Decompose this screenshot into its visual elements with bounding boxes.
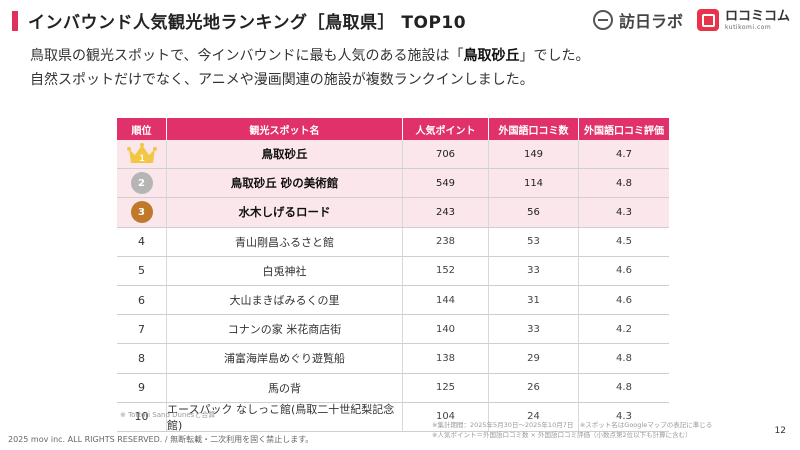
- review-count-cell: 29: [489, 344, 579, 373]
- footnote-right: ※集計期間：2025年5月30日〜2025年10月7日 ※スポット名はGoogl…: [432, 421, 713, 439]
- rank-number: 4: [138, 235, 145, 249]
- table-row: 8 浦富海岸島めぐり遊覧船 138 29 4.8: [117, 344, 669, 374]
- review-rating-cell: 4.6: [616, 294, 632, 306]
- review-count-cell: 31: [489, 285, 579, 315]
- spot-name-cell: 浦富海岸島めぐり遊覧船: [167, 344, 403, 373]
- spot-name-cell: 青山剛昌ふるさと館: [167, 227, 403, 256]
- ranking-table: 順位 観光スポット名 人気ポイント 外国語口コミ数 外国語口コミ評価 1 鳥取砂丘…: [117, 118, 669, 432]
- points-cell: 549: [403, 169, 489, 198]
- table-row: 3 水木しげるロード 243 56 4.3: [117, 198, 669, 228]
- brand-a-logo: 訪日ラボ: [592, 8, 683, 32]
- table-row: 7 コナンの家 米花商店街 140 33 4.2: [117, 315, 669, 345]
- review-rating-cell: 4.2: [616, 323, 632, 335]
- review-count-cell: 24: [489, 402, 579, 431]
- review-rating-cell: 4.8: [616, 382, 632, 394]
- review-rating-cell: 4.7: [616, 148, 632, 160]
- points-cell: 144: [403, 285, 489, 315]
- spot-name-cell: 鳥取砂丘 砂の美術館: [167, 169, 403, 198]
- rank-cell: 3: [117, 198, 167, 227]
- review-rating-cell: 4.8: [616, 177, 632, 189]
- copyright: 2025 mov inc. ALL RIGHTS RESERVED. / 無断転…: [8, 435, 314, 444]
- rank-number: 5: [138, 264, 145, 278]
- review-count-cell: 33: [489, 315, 579, 344]
- review-rating-cell: 4.6: [616, 265, 632, 277]
- header-points: 人気ポイント: [403, 118, 489, 140]
- points-cell: 706: [403, 140, 489, 169]
- rank-cell: 2: [117, 169, 167, 198]
- brand-b-text: ロコミコム: [724, 8, 790, 24]
- review-rating-cell: 4.3: [616, 206, 632, 218]
- spot-name-cell: 鳥取砂丘: [167, 140, 403, 169]
- header-review-rating: 外国語口コミ評価: [584, 125, 664, 137]
- rank-cell: 7: [117, 315, 167, 344]
- table-row: 1 鳥取砂丘 706 149 4.7: [117, 140, 669, 170]
- review-count-cell: 53: [489, 227, 579, 256]
- rank-cell: 6: [117, 285, 167, 315]
- review-count-cell: 33: [489, 256, 579, 285]
- spot-name-cell: コナンの家 米花商店街: [167, 315, 403, 344]
- spot-name-cell: 大山まきばみるくの里: [167, 285, 403, 315]
- svg-text:1: 1: [139, 153, 144, 163]
- review-count-cell: 149: [489, 140, 579, 169]
- brand-a-text: 訪日ラボ: [618, 12, 683, 31]
- brand-a-icon: [592, 10, 613, 30]
- table-row: 4 青山剛昌ふるさと館 238 53 4.5: [117, 227, 669, 257]
- logo-area: 訪日ラボ ロコミコム kutikomi.com: [592, 8, 790, 32]
- rank-cell: 4: [117, 227, 167, 256]
- points-cell: 125: [403, 373, 489, 402]
- brand-b-logo: ロコミコム kutikomi.com: [696, 8, 790, 31]
- table-row: 9 馬の背 125 26 4.8: [117, 373, 669, 403]
- rank-cell: 10: [117, 402, 167, 431]
- spot-name-cell: 水木しげるロード: [167, 198, 403, 227]
- review-count-cell: 56: [489, 198, 579, 227]
- rank-number: 6: [138, 293, 145, 307]
- points-cell: 104: [403, 402, 489, 431]
- silver-medal-icon: 2: [130, 172, 153, 195]
- spot-name-cell: エースパック なしっこ館(鳥取二十世紀梨記念館): [167, 402, 403, 432]
- points-cell: 140: [403, 315, 489, 344]
- page-title: インバウンド人気観光地ランキング［鳥取県］ TOP10: [28, 13, 467, 33]
- points-cell: 138: [403, 344, 489, 373]
- spot-name-cell: 馬の背: [167, 373, 403, 402]
- rank-number: 10: [134, 410, 149, 424]
- table-row: 5 白兎神社 152 33 4.6: [117, 256, 669, 286]
- rank-cell: 9: [117, 373, 167, 402]
- points-cell: 238: [403, 227, 489, 256]
- points-cell: 243: [403, 198, 489, 227]
- brand-b-icon: [696, 9, 719, 31]
- table-row: 10 エースパック なしっこ館(鳥取二十世紀梨記念館) 104 24 4.3: [117, 402, 669, 432]
- rank-cell: 5: [117, 256, 167, 285]
- crown-icon: 1: [126, 143, 157, 164]
- lead-line-1: 鳥取県の観光スポットで、今インバウンドに最も人気のある施設は「鳥取砂丘」でした。: [30, 48, 590, 64]
- header-rank: 順位: [117, 118, 167, 140]
- rank-cell: 1: [117, 140, 167, 169]
- lead-line-2: 自然スポットだけでなく、アニメや漫画関連の施設が複数ランクインしました。: [30, 72, 534, 88]
- rank-number: 9: [138, 381, 145, 395]
- review-count-cell: 114: [489, 169, 579, 198]
- points-cell: 152: [403, 256, 489, 285]
- table-header: 順位 観光スポット名 人気ポイント 外国語口コミ数 外国語口コミ評価: [117, 118, 669, 140]
- table-body: 1 鳥取砂丘 706 149 4.7 2 鳥取砂丘 砂の美術館 549 114 4.8 3 水木しげる…: [117, 140, 669, 432]
- review-rating-cell: 4.3: [616, 411, 632, 423]
- header-spot-name: 観光スポット名: [167, 118, 403, 140]
- lead-highlight: 鳥取砂丘: [463, 48, 520, 64]
- table-row: 6 大山まきばみるくの里 144 31 4.6: [117, 285, 669, 316]
- title-area: インバウンド人気観光地ランキング［鳥取県］ TOP10: [12, 8, 466, 33]
- page-number: 12: [774, 426, 786, 436]
- table-row: 2 鳥取砂丘 砂の美術館 549 114 4.8: [117, 169, 669, 199]
- brand-b-subtext: kutikomi.com: [724, 23, 772, 31]
- spot-name-cell: 白兎神社: [167, 256, 403, 285]
- review-count-cell: 26: [489, 373, 579, 402]
- bronze-medal-icon: 3: [130, 201, 153, 224]
- footnote-left: ※ Tottori Sand Dunesと合算: [120, 411, 216, 419]
- rank-number: 7: [138, 322, 145, 336]
- rank-number: 8: [138, 351, 145, 365]
- review-rating-cell: 4.5: [616, 236, 632, 248]
- review-rating-cell: 4.8: [616, 352, 632, 364]
- lead-text: 鳥取県の観光スポットで、今インバウンドに最も人気のある施設は「鳥取砂丘」でした。…: [30, 44, 589, 92]
- header-review-count: 外国語口コミ数: [489, 118, 579, 140]
- rank-cell: 8: [117, 344, 167, 373]
- title-accent-bar: [12, 10, 18, 31]
